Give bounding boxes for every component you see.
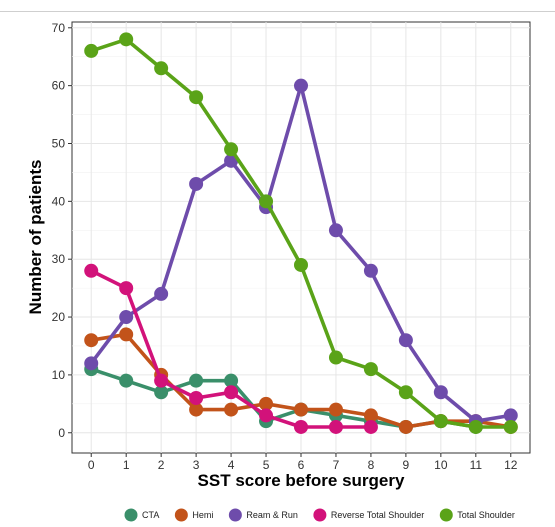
series-layer [84,32,518,434]
legend-label: Total Shoulder [457,510,515,520]
data-point-ream-run [503,408,518,423]
y-tick-label: 10 [52,368,66,382]
x-tick-label: 7 [333,458,340,472]
legend-label: CTA [142,510,159,520]
data-point-hemi [224,402,239,417]
data-point-total-shoulder [189,90,204,105]
data-point-hemi [119,327,134,342]
data-point-total-shoulder [259,194,274,209]
data-point-reverse-total-shoulder [84,263,99,278]
y-tick-label: 50 [52,136,66,150]
legend-item-ream-run: Ream & Run [228,508,298,522]
series-ream-run [84,78,518,429]
series-reverse-total-shoulder [84,263,378,434]
legend-item-reverse-total-shoulder: Reverse Total Shoulder [313,508,424,522]
data-point-reverse-total-shoulder [224,385,239,400]
x-tick-label: 10 [434,458,448,472]
data-point-hemi [84,333,99,348]
data-point-total-shoulder [468,419,483,434]
data-point-reverse-total-shoulder [294,419,308,434]
legend-swatch [313,508,327,522]
x-tick-label: 1 [123,458,130,472]
data-point-ream-run [154,286,169,301]
x-tick-label: 11 [470,458,483,472]
legend-swatch [439,508,453,522]
x-tick-label: 5 [263,458,270,472]
x-tick-label: 4 [228,458,235,472]
data-point-ream-run [433,385,448,400]
y-tick-label: 30 [52,252,66,266]
data-point-total-shoulder [154,61,169,76]
data-point-ream-run [398,333,413,348]
data-point-total-shoulder [119,32,134,47]
data-point-reverse-total-shoulder [259,408,274,423]
y-tick-label: 40 [52,194,66,208]
data-point-hemi [189,402,204,417]
data-point-total-shoulder [328,350,343,365]
x-tick-label: 12 [504,458,518,472]
data-point-reverse-total-shoulder [189,391,204,406]
x-tick-label: 8 [368,458,375,472]
top-rule [0,11,555,12]
data-point-ream-run [189,176,204,191]
data-point-reverse-total-shoulder [328,419,343,434]
data-point-hemi [363,408,378,423]
data-point-cta [224,373,239,388]
y-axis-title: Number of patients [26,160,45,315]
data-point-cta [154,385,169,400]
data-point-hemi [398,419,413,434]
data-point-reverse-total-shoulder [119,281,134,296]
legend-item-hemi: Hemi [174,508,213,522]
x-tick-label: 2 [158,458,165,472]
x-axis-title: SST score before surgery [198,471,405,490]
data-point-hemi [259,396,274,411]
x-tick-label: 6 [298,458,305,472]
data-point-total-shoulder [294,257,308,272]
data-point-total-shoulder [363,362,378,377]
legend: CTA Hemi Ream & Run Reverse Total Shoulder T… [124,508,515,522]
legend-swatch [228,508,242,522]
x-tick-label: 3 [193,458,200,472]
data-point-total-shoulder [398,385,413,400]
legend-item-cta: CTA [124,508,159,522]
data-point-total-shoulder [433,414,448,429]
y-tick-label: 20 [52,310,66,324]
data-point-total-shoulder [503,419,518,434]
data-point-reverse-total-shoulder [154,373,169,388]
data-point-ream-run [84,356,99,371]
data-point-total-shoulder [224,142,239,157]
data-point-reverse-total-shoulder [363,419,378,434]
data-point-ream-run [328,223,343,238]
legend-swatch [124,508,138,522]
y-tick-label: 60 [52,79,66,93]
data-point-hemi [328,402,343,417]
x-axis: 0 1 2 3 4 5 6 7 8 9 10 11 12 [88,453,518,472]
legend-label: Reverse Total Shoulder [331,510,424,520]
x-tick-label: 0 [88,458,95,472]
y-axis: 0 10 20 30 40 50 60 70 [52,21,72,440]
data-point-ream-run [294,78,308,93]
series-total-shoulder [84,32,518,434]
legend-item-total-shoulder: Total Shoulder [439,508,515,522]
data-point-ream-run [363,263,378,278]
data-point-total-shoulder [84,43,99,58]
legend-label: Hemi [192,510,213,520]
legend-swatch [174,508,188,522]
legend-label: Ream & Run [246,510,298,520]
data-point-ream-run [119,310,134,325]
y-tick-label: 0 [58,426,65,440]
y-tick-label: 70 [52,21,66,35]
data-point-cta [119,373,134,388]
x-tick-label: 9 [403,458,410,472]
data-point-cta [189,373,204,388]
data-point-hemi [294,402,308,417]
